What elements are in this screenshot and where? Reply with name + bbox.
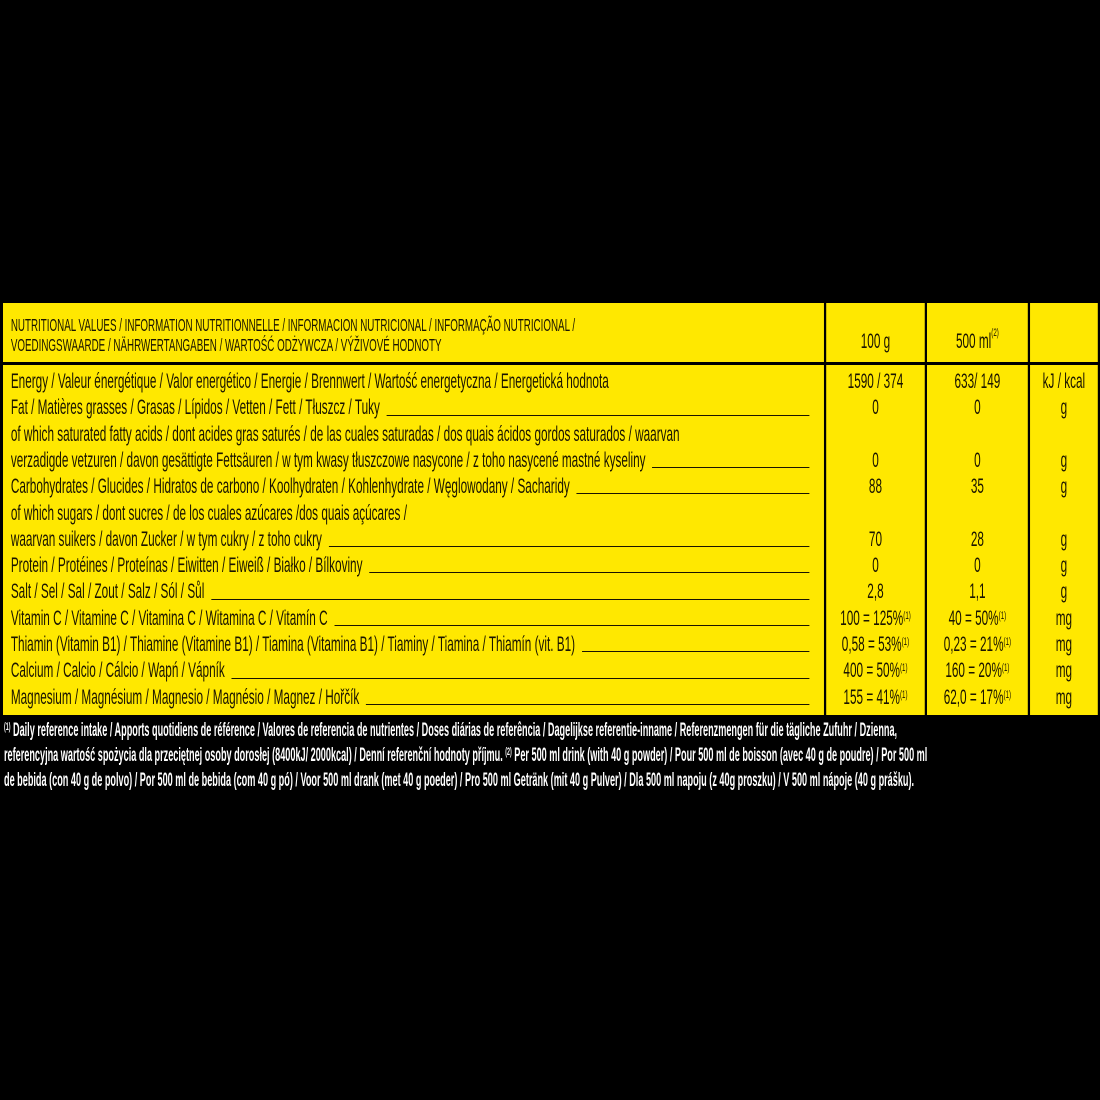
footnote-line-3: de bebida (con 40 g de polvo) / Por 500 …	[4, 770, 915, 791]
unit: g	[1060, 475, 1068, 499]
value-500ml: 160 = 20%(1)	[945, 659, 1010, 683]
unit: kJ / kcal	[1042, 370, 1086, 393]
unit: mg	[1055, 685, 1073, 709]
value-500ml	[927, 422, 1028, 448]
nutrient-label-row: Thiamin (Vitamin B1) / Thiamine (Vitamin…	[3, 632, 816, 658]
footnote-marker: (1)	[903, 609, 911, 622]
column-header-500ml: 500 ml(2)	[927, 303, 1028, 362]
unit-column: kJ / kcal g g g g g g mg mg mg mg	[1030, 365, 1098, 715]
leader-line	[365, 703, 810, 705]
nutrient-label-row: of which saturated fatty acids / dont ac…	[3, 422, 816, 448]
nutrient-label-row: Fat / Matières grasses / Grasas / Lípido…	[3, 395, 816, 421]
nutrient-label: waarvan suikers / davon Zucker / w tym c…	[10, 527, 322, 551]
nutrient-label: Energy / Valeur énergétique / Valor ener…	[10, 370, 609, 393]
nutrient-label: Fat / Matières grasses / Grasas / Lípido…	[10, 396, 380, 420]
value-100g: 0,58 = 53%(1)	[841, 633, 910, 656]
values-500ml-column: 633/ 149 0 0 35 28 0 1,1 40 = 50%(1) 0,23 = 21%(…	[927, 365, 1028, 715]
footnote-marker: (1)	[901, 636, 910, 648]
value-100g: 0	[872, 554, 879, 578]
nutrient-label: Calcium / Calcio / Cálcio / Wapń / Vápní…	[10, 659, 225, 683]
footnotes: (1) Daily reference intake / Apports quo…	[4, 718, 1098, 793]
leader-line	[328, 546, 810, 548]
column-header-100g: 100 g	[826, 303, 925, 362]
value-100g: 155 = 41%(1)	[843, 685, 908, 709]
nutrient-label: verzadigde vetzuren / davon gesättigte F…	[10, 448, 646, 472]
column-header-unit	[1030, 303, 1098, 362]
unit: mg	[1055, 606, 1073, 630]
unit: g	[1060, 396, 1068, 420]
unit: g	[1060, 527, 1068, 551]
values-100g-column: 1590 / 374 0 0 88 70 0 2,8 100 = 125%(1) 0,58 = …	[826, 365, 925, 715]
value-100g: 1590 / 374	[847, 370, 904, 393]
footnote-marker: (1)	[899, 662, 908, 675]
nutrient-label-row: Energy / Valeur énergétique / Valor ener…	[3, 369, 816, 395]
title-line-1: NUTRITIONAL VALUES / INFORMATION NUTRITI…	[10, 315, 576, 335]
nutrient-label: Salt / Sel / Sal / Zout / Salz / Sól / S…	[10, 580, 205, 604]
value-100g: 70	[868, 527, 883, 551]
footnote-line-2: referencyjna wartość spożycia dla przeci…	[4, 745, 928, 766]
leader-line	[369, 572, 810, 574]
leader-line	[231, 677, 810, 679]
nutrient-label-row: Magnesium / Magnésium / Magnesio / Magné…	[3, 685, 816, 711]
nutrient-label-row: Vitamin C / Vitamine C / Vitamina C / Wi…	[3, 606, 816, 632]
value-100g: 2,8	[867, 580, 884, 604]
nutrient-label-row: of which sugars / dont sucres / de los c…	[3, 501, 816, 527]
value-500ml: 40 = 50%(1)	[948, 606, 1007, 630]
footnote-marker: (1)	[1001, 662, 1010, 675]
nutrient-label-row: Calcium / Calcio / Cálcio / Wapń / Vápní…	[3, 658, 816, 684]
value-500ml: 0	[974, 396, 981, 420]
value-100g: 0	[872, 396, 879, 420]
unit	[1030, 422, 1098, 448]
nutrition-table: NUTRITIONAL VALUES / INFORMATION NUTRITI…	[3, 303, 1098, 715]
nutrient-label-row: waarvan suikers / davon Zucker / w tym c…	[3, 527, 816, 553]
nutrient-label: Vitamin C / Vitamine C / Vitamina C / Wi…	[10, 606, 328, 630]
leader-line	[581, 651, 810, 653]
unit	[1030, 501, 1098, 527]
value-500ml: 62,0 = 17%(1)	[943, 685, 1012, 709]
nutrient-label: Thiamin (Vitamin B1) / Thiamine (Vitamin…	[10, 633, 576, 656]
leader-line	[211, 598, 810, 600]
value-500ml: 1,1	[969, 580, 986, 604]
value-100g: 88	[868, 475, 883, 499]
leader-line	[576, 493, 810, 495]
nutrient-label-row: verzadigde vetzuren / davon gesättigte F…	[3, 448, 816, 474]
unit: g	[1060, 554, 1068, 578]
nutrient-label-row: Carbohydrates / Glucides / Hidratos de c…	[3, 474, 816, 500]
nutrient-label: Carbohydrates / Glucides / Hidratos de c…	[10, 475, 570, 499]
label-column: Energy / Valeur énergétique / Valor ener…	[3, 365, 824, 715]
value-100g	[826, 422, 925, 448]
nutrient-label: Protein / Protéines / Proteínas / Eiwitt…	[10, 554, 363, 578]
unit: mg	[1055, 633, 1073, 656]
value-100g: 400 = 50%(1)	[843, 659, 908, 683]
footnote-line-1: (1) Daily reference intake / Apports quo…	[4, 720, 898, 741]
value-500ml: 35	[970, 475, 984, 499]
leader-line	[334, 624, 810, 626]
table-title: NUTRITIONAL VALUES / INFORMATION NUTRITI…	[3, 303, 824, 362]
footnote-marker: (1)	[899, 688, 908, 701]
value-500ml: 633/ 149	[954, 370, 1001, 393]
nutrient-label: of which saturated fatty acids / dont ac…	[10, 422, 680, 446]
nutrient-label: of which sugars / dont sucres / de los c…	[10, 501, 407, 525]
unit: mg	[1055, 659, 1073, 683]
footnote-marker: (1)	[1003, 688, 1012, 701]
footnote-marker: (1)	[998, 609, 1007, 622]
unit: g	[1060, 448, 1068, 472]
value-500ml: 28	[970, 527, 984, 551]
title-line-2: VOEDINGSWAARDE / NÄHRWERTANGABEN / WARTO…	[10, 335, 442, 355]
nutrient-label: Magnesium / Magnésium / Magnesio / Magné…	[10, 685, 360, 709]
leader-line	[652, 467, 810, 469]
leader-line	[386, 414, 810, 416]
value-100g: 0	[872, 448, 879, 472]
footnote-marker: (1)	[1003, 636, 1012, 648]
nutrient-label-row: Salt / Sel / Sal / Zout / Salz / Sól / S…	[3, 579, 816, 605]
value-500ml: 0,23 = 21%(1)	[943, 633, 1012, 656]
value-100g	[826, 501, 925, 527]
value-500ml	[927, 501, 1028, 527]
value-500ml: 0	[974, 554, 981, 578]
nutrient-label-row: Protein / Protéines / Proteínas / Eiwitt…	[3, 553, 816, 579]
value-100g: 100 = 125%(1)	[840, 606, 911, 630]
value-500ml: 0	[974, 448, 981, 472]
unit: g	[1060, 580, 1068, 604]
